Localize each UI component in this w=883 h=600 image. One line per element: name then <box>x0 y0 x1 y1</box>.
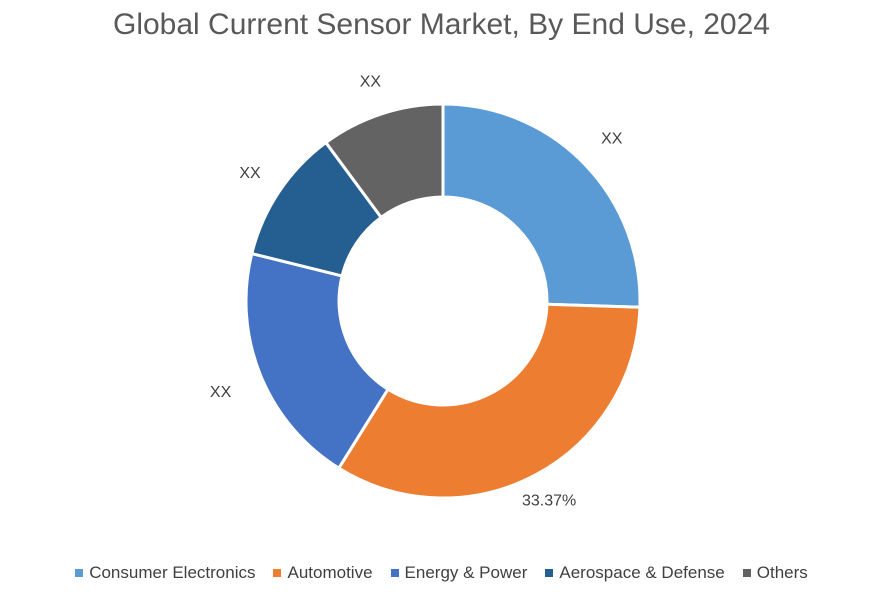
legend-swatch-automotive <box>273 569 282 577</box>
data-label-energy-power: XX <box>210 384 232 401</box>
legend-swatch-energy-power <box>390 569 399 577</box>
slice-energy-power <box>244 251 391 471</box>
legend-label-automotive: Automotive <box>287 563 373 582</box>
donut-chart: XX 33.37% XX XX XX <box>210 74 642 509</box>
slice-others <box>323 102 445 220</box>
data-label-others: XX <box>360 74 382 91</box>
data-label-consumer-electronics: XX <box>601 130 623 147</box>
legend-item-aerospace-defense: Aerospace & Defense <box>545 563 725 583</box>
legend-swatch-others <box>742 569 751 577</box>
chart-title: Global Current Sensor Market, By End Use… <box>113 8 770 41</box>
legend-item-consumer-electronics: Consumer Electronics <box>75 563 255 583</box>
legend-label-consumer-electronics: Consumer Electronics <box>89 563 256 582</box>
legend-swatch-consumer-electronics <box>75 569 84 577</box>
legend-label-aerospace-defense: Aerospace & Defense <box>559 563 725 582</box>
legend-label-energy-power: Energy & Power <box>404 563 528 582</box>
legend-swatch-aerospace-defense <box>545 569 554 577</box>
slice-automotive <box>336 302 642 500</box>
legend-item-automotive: Automotive <box>273 563 373 583</box>
slice-consumer-electronics <box>441 102 642 309</box>
legend-item-others: Others <box>742 563 808 583</box>
legend-item-energy-power: Energy & Power <box>390 563 528 583</box>
chart-legend: Consumer Electronics Automotive Energy & P… <box>0 563 883 583</box>
data-label-automotive: 33.37% <box>522 492 576 509</box>
legend-label-others: Others <box>756 563 808 582</box>
data-label-aerospace-defense: XX <box>239 165 261 182</box>
